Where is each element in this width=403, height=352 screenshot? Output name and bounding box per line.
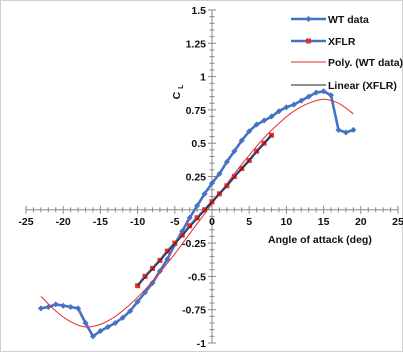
x-tick-label: -10 bbox=[130, 216, 145, 228]
wt-data-point bbox=[246, 128, 253, 135]
x-axis-title: Angle of attack (deg) bbox=[268, 234, 372, 246]
wt-data-point bbox=[328, 92, 335, 99]
wt-data-point bbox=[60, 302, 67, 309]
wt-data-point bbox=[201, 190, 208, 197]
y-axis-title-subscript: L bbox=[178, 84, 185, 89]
legend-wt-marker bbox=[305, 16, 312, 22]
x-tick-label: 15 bbox=[318, 216, 330, 228]
wt-data-point bbox=[350, 126, 357, 133]
xflr-point bbox=[142, 273, 148, 279]
legend-label: WT data bbox=[328, 14, 369, 26]
wt-data-point bbox=[283, 104, 290, 111]
legend-label: Poly. (WT data) bbox=[328, 57, 403, 69]
x-tick-label: -25 bbox=[18, 216, 33, 228]
wt-data-point bbox=[268, 113, 275, 120]
wt-data-point bbox=[253, 121, 260, 128]
wt-data-point bbox=[112, 320, 119, 327]
wt-data-point bbox=[104, 324, 111, 331]
y-tick-label: 1.25 bbox=[186, 38, 207, 50]
wt-data-point bbox=[261, 117, 268, 124]
wt-data-point bbox=[156, 268, 163, 275]
y-tick-label: -1 bbox=[197, 338, 206, 350]
legend-label: XFLR bbox=[328, 36, 356, 48]
wt-data-point bbox=[75, 305, 82, 312]
wt-data-point bbox=[305, 93, 312, 100]
axes: -25 -20 -15 -10 -5 0 5 10 15 20 25 -1 -0.75 -0.5 -0.25… bbox=[18, 5, 403, 350]
wt-data-point bbox=[186, 214, 193, 221]
y-axis-title: C L bbox=[171, 84, 185, 100]
y-tick-label: 0.5 bbox=[191, 138, 206, 150]
x-tick-label: 20 bbox=[355, 216, 367, 228]
y-tick-label: -0.25 bbox=[182, 238, 206, 250]
xflr-point bbox=[194, 215, 200, 221]
y-tick-label: 1.5 bbox=[191, 5, 206, 17]
xflr-point bbox=[135, 283, 141, 289]
y-tick-label: -0.75 bbox=[182, 305, 206, 317]
y-tick-label: 0.25 bbox=[186, 172, 207, 184]
wt-data-point bbox=[209, 180, 215, 187]
wt-data-point bbox=[119, 314, 126, 321]
axis-titles: Angle of attack (deg) C L bbox=[171, 84, 372, 246]
wt-data-point bbox=[82, 320, 89, 327]
wt-data-point bbox=[194, 202, 201, 209]
wt-data-point bbox=[134, 298, 141, 305]
wt-data-point bbox=[67, 304, 74, 311]
xflr-point bbox=[269, 132, 275, 138]
x-tick-label: -5 bbox=[170, 216, 179, 228]
wt-data-point bbox=[238, 137, 245, 144]
x-tick-label: -15 bbox=[93, 216, 108, 228]
legend-label: Linear (XFLR) bbox=[328, 80, 397, 92]
wt-data-point bbox=[127, 308, 134, 315]
wt-data-point bbox=[335, 126, 342, 133]
wt-data-point bbox=[223, 158, 230, 165]
xflr-point bbox=[172, 240, 178, 246]
y-tick-label: 0.75 bbox=[186, 105, 207, 117]
x-tick-label: 25 bbox=[392, 216, 403, 228]
wt-data-point bbox=[342, 129, 349, 136]
linear-xflr-trendline bbox=[137, 134, 272, 287]
wt-data-point bbox=[216, 170, 223, 177]
legend: WT data XFLR Poly. (WT data) Linear (XFLR) bbox=[291, 14, 403, 92]
wt-data-point bbox=[52, 301, 59, 308]
wt-data-point bbox=[97, 328, 104, 335]
wt-data-point bbox=[231, 148, 238, 155]
y-axis-title-main: C bbox=[171, 91, 183, 99]
wt-data-point bbox=[320, 88, 327, 95]
x-tick-label: -20 bbox=[56, 216, 71, 228]
xflr-point bbox=[164, 248, 170, 254]
x-tick-label: 10 bbox=[281, 216, 293, 228]
wt-data-point bbox=[89, 333, 96, 340]
series-layer bbox=[37, 88, 357, 340]
poly-wt-trendline bbox=[40, 98, 354, 328]
legend-xflr-marker bbox=[306, 38, 311, 44]
y-tick-label: -0.5 bbox=[188, 271, 206, 283]
y-tick-label: 1 bbox=[200, 72, 206, 84]
x-tick-label: 5 bbox=[246, 216, 252, 228]
xflr-point bbox=[187, 223, 193, 229]
x-tick-label: 0 bbox=[209, 216, 215, 228]
wt-data-point bbox=[290, 101, 297, 108]
wt-data-point bbox=[298, 97, 305, 104]
wt-data-point bbox=[313, 89, 320, 96]
wt-data-point bbox=[149, 280, 156, 287]
wt-data-point bbox=[275, 108, 282, 115]
wt-data-point bbox=[37, 305, 44, 312]
